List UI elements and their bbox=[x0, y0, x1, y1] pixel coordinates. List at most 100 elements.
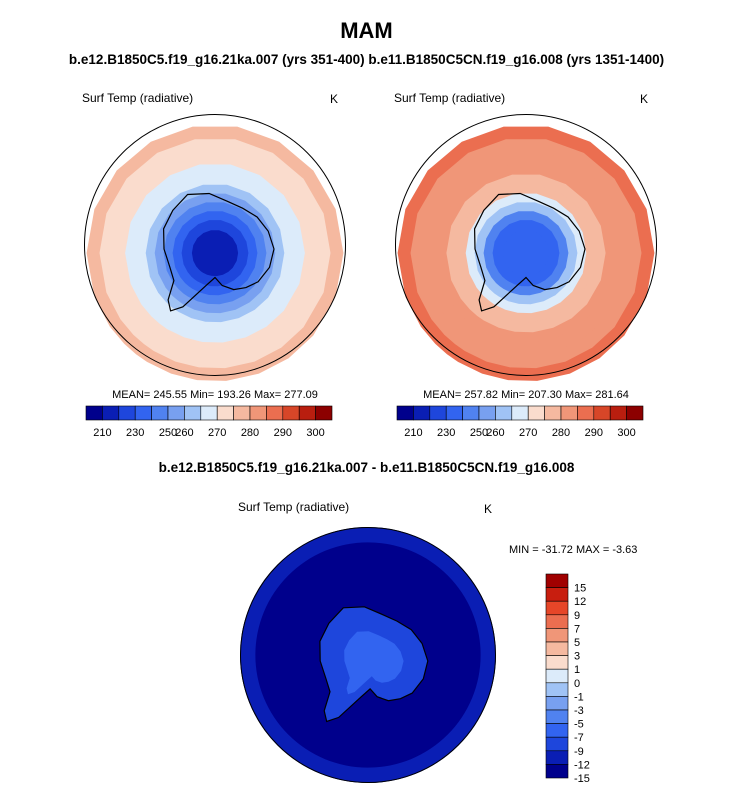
colorbar-swatch bbox=[545, 641, 569, 656]
colorbar-tick: 0 bbox=[574, 678, 580, 690]
contour-band bbox=[344, 631, 404, 695]
colorbar-tick: 290 bbox=[274, 427, 292, 439]
colorbar-swatch bbox=[462, 405, 480, 421]
panel1-units: K bbox=[330, 92, 339, 106]
panel2-map bbox=[395, 114, 657, 381]
colorbar-tick: 12 bbox=[574, 596, 586, 608]
colorbar-swatch bbox=[445, 405, 463, 421]
colorbar-swatch bbox=[545, 736, 569, 752]
colorbar-swatch bbox=[233, 405, 251, 421]
colorbar-swatch bbox=[200, 405, 218, 421]
colorbar-swatch bbox=[545, 573, 569, 588]
colorbar-tick: 210 bbox=[93, 427, 111, 439]
colorbar-tick: 260 bbox=[486, 427, 504, 439]
colorbar-swatch bbox=[545, 723, 569, 738]
colorbar-tick: 300 bbox=[617, 427, 635, 439]
colorbar-tick: -15 bbox=[574, 773, 590, 785]
coastline bbox=[162, 192, 275, 312]
colorbar-swatch bbox=[102, 405, 120, 421]
panel3-title: Surf Temp (radiative) bbox=[238, 500, 350, 514]
colorbar-swatch bbox=[545, 628, 569, 643]
colorbar-swatch bbox=[413, 405, 431, 421]
colorbar-tick: 250 bbox=[470, 427, 488, 439]
map-border bbox=[395, 114, 657, 376]
colorbar-tick: 5 bbox=[574, 637, 580, 649]
colorbar-swatch bbox=[396, 405, 414, 421]
colorbar-swatch bbox=[560, 405, 578, 421]
colorbar-tick: -5 bbox=[574, 719, 584, 731]
colorbar-swatch bbox=[429, 405, 447, 421]
colorbar-swatch bbox=[511, 405, 529, 421]
colorbar-swatch bbox=[167, 405, 185, 421]
colorbar-tick: 250 bbox=[159, 427, 177, 439]
panel3-map bbox=[240, 527, 496, 783]
panel1-map bbox=[84, 114, 346, 381]
colorbar-tick: 290 bbox=[585, 427, 603, 439]
colorbar-swatch bbox=[545, 587, 569, 602]
map-border bbox=[240, 527, 496, 783]
colorbar-tick: 280 bbox=[241, 427, 259, 439]
colorbar-swatch bbox=[577, 405, 595, 421]
panel2-title: Surf Temp (radiative) bbox=[394, 91, 506, 105]
map-border bbox=[84, 114, 346, 376]
colorbar-swatch bbox=[216, 405, 234, 421]
colorbar-swatch bbox=[151, 405, 169, 421]
colorbar-swatch bbox=[527, 405, 545, 421]
colorbar-swatch bbox=[134, 405, 152, 421]
colorbar-tick: 230 bbox=[437, 427, 455, 439]
colorbar-swatch bbox=[266, 405, 284, 421]
coastline bbox=[319, 606, 429, 723]
colorbar-tick: 230 bbox=[126, 427, 144, 439]
colorbar-swatch bbox=[118, 405, 136, 421]
colorbar-tick: 3 bbox=[574, 651, 580, 663]
colorbar-tick: 1 bbox=[574, 664, 580, 676]
colorbar-swatch bbox=[184, 405, 202, 421]
coastline bbox=[473, 192, 586, 312]
colorbar-swatch bbox=[545, 600, 569, 616]
colorbar-swatch bbox=[626, 405, 644, 421]
colorbar-swatch bbox=[545, 696, 569, 711]
contour-band bbox=[502, 230, 550, 276]
colorbar-tick: -3 bbox=[574, 705, 584, 717]
panel1-stats: MEAN= 245.55 Min= 193.26 Max= 277.09 bbox=[112, 389, 318, 401]
colorbar-swatch bbox=[545, 709, 569, 724]
colorbar-swatch bbox=[545, 668, 569, 684]
colorbar-swatch bbox=[495, 405, 513, 421]
colorbar-swatch bbox=[315, 405, 333, 421]
main-title: MAM bbox=[340, 18, 393, 43]
colorbar-swatch bbox=[545, 750, 569, 765]
colorbar-swatch bbox=[593, 405, 611, 421]
colorbar-swatch bbox=[544, 405, 562, 421]
colorbar-swatch bbox=[249, 405, 267, 421]
colorbar-tick: 270 bbox=[208, 427, 226, 439]
colorbar-tick: 210 bbox=[404, 427, 422, 439]
colorbar-tick: -7 bbox=[574, 732, 584, 744]
colorbar-swatch bbox=[85, 405, 103, 421]
panel2-units: K bbox=[640, 92, 649, 106]
colorbar-swatch bbox=[545, 614, 569, 629]
panel3-stats: MIN = -31.72 MAX = -3.63 bbox=[509, 544, 638, 556]
panel3-units: K bbox=[484, 502, 493, 516]
colorbar-tick: 15 bbox=[574, 583, 586, 595]
colorbar-tick: 260 bbox=[175, 427, 193, 439]
colorbar-tick: 300 bbox=[306, 427, 324, 439]
colorbar-swatch bbox=[545, 682, 569, 697]
colorbar-swatch bbox=[282, 405, 300, 421]
colorbar-tick: 270 bbox=[519, 427, 537, 439]
colorbar-swatch bbox=[478, 405, 496, 421]
colorbar-swatch bbox=[545, 655, 569, 670]
panel1-title: Surf Temp (radiative) bbox=[82, 91, 194, 105]
colorbar-tick: 280 bbox=[552, 427, 570, 439]
colorbar-swatch bbox=[609, 405, 627, 421]
contour-band bbox=[191, 230, 239, 276]
colorbar-tick: 9 bbox=[574, 610, 580, 622]
colorbar-tick: -9 bbox=[574, 746, 584, 758]
difference-title: b.e12.B1850C5.f19_g16.21ka.007 - b.e11.B… bbox=[158, 460, 575, 475]
subtitle: b.e12.B1850C5.f19_g16.21ka.007 (yrs 351-… bbox=[68, 52, 665, 67]
colorbar-tick: 7 bbox=[574, 623, 580, 635]
colorbar-swatch bbox=[545, 764, 569, 779]
colorbar-tick: -12 bbox=[574, 759, 590, 771]
